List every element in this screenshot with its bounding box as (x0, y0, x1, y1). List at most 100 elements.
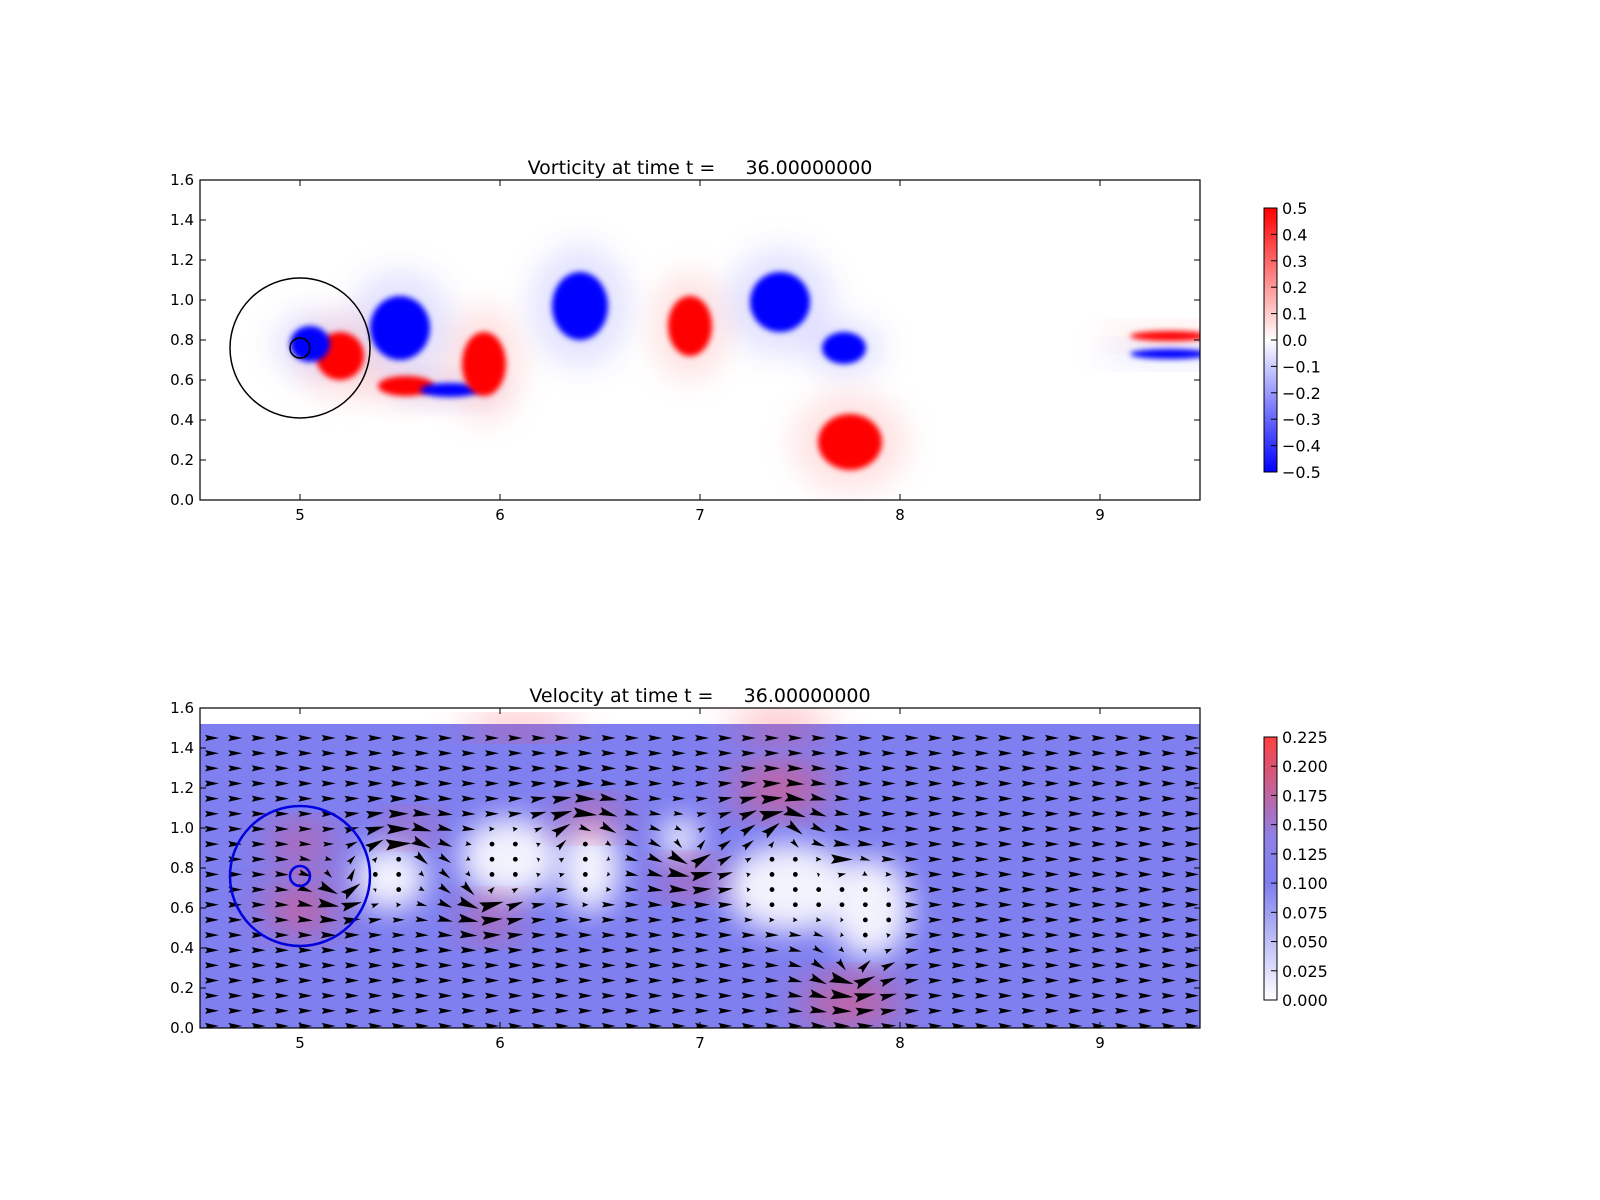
quiver-arrow (344, 780, 360, 787)
quiver-arrow (298, 1022, 313, 1028)
y-tick-label: 1.2 (170, 251, 194, 269)
quiver-arrow (578, 947, 593, 954)
quiver-arrow (438, 868, 451, 879)
y-tick-label: 0.6 (170, 371, 194, 389)
quiver-arrow (531, 947, 546, 954)
quiver-arrow (368, 917, 383, 924)
quiver-arrow (1185, 841, 1199, 848)
quiver-arrow (998, 962, 1013, 969)
quiver-arrow (840, 917, 844, 923)
quiver-arrow (438, 962, 453, 969)
quiver-arrow (625, 916, 639, 923)
quiver-arrow (828, 971, 854, 985)
quiver-arrow (275, 750, 289, 757)
quiver-arrow (904, 1008, 920, 1015)
quiver-arrow (998, 901, 1013, 908)
quiver-arrow (298, 962, 313, 969)
slow-region (560, 824, 620, 912)
quiver-arrow (998, 810, 1013, 817)
quiver-arrow (718, 750, 733, 757)
quiver-arrow (1021, 780, 1036, 787)
quiver-arrow (928, 1023, 943, 1028)
quiver-arrow (1045, 916, 1059, 923)
quiver-arrow (368, 750, 383, 757)
quiver-arrow (415, 734, 429, 742)
quiver-arrow (787, 975, 803, 983)
quiver-arrow (205, 871, 219, 878)
quiver-arrow (718, 977, 733, 984)
quiver-arrow (1091, 901, 1106, 908)
quiver-arrow (205, 810, 219, 817)
x-tick-label: 6 (495, 1034, 505, 1052)
quiver-arrow (815, 917, 822, 923)
quiver-arrow (834, 750, 850, 757)
quiver-arrow (1045, 780, 1059, 787)
quiver-arrow (555, 1022, 569, 1028)
quiver-arrow (905, 901, 919, 908)
quiver-arrow (1091, 1007, 1106, 1014)
quiver-arrow (951, 962, 966, 969)
quiver-arrow (951, 1022, 966, 1028)
quiver-dot (396, 856, 402, 862)
quiver-arrow (275, 810, 289, 817)
quiver-arrow (905, 932, 919, 939)
quiver-arrow (905, 917, 919, 924)
quiver-arrow (1068, 947, 1083, 954)
x-tick-label: 8 (895, 1034, 905, 1052)
quiver-arrow (345, 750, 359, 757)
quiver-arrow (391, 734, 406, 742)
quiver-arrow (1138, 977, 1153, 984)
quiver-arrow (668, 884, 689, 893)
quiver-arrow (1021, 750, 1036, 757)
quiver-arrow (809, 807, 827, 817)
quiver-arrow (531, 750, 546, 757)
quiver-arrow (577, 764, 594, 772)
quiver-arrow (646, 868, 664, 877)
quiver-arrow (1138, 947, 1153, 954)
quiver-arrow (671, 750, 686, 757)
quiver-arrow (600, 779, 617, 787)
quiver-arrow (598, 807, 618, 817)
negative-vortex (750, 272, 810, 332)
quiver-arrow (741, 734, 756, 742)
quiver-arrow (1045, 750, 1059, 757)
quiver-arrow (881, 840, 896, 848)
quiver-arrow (461, 962, 476, 969)
quiver-arrow (531, 962, 546, 969)
quiver-arrow (572, 807, 598, 818)
quiver-arrow (601, 734, 616, 742)
quiver-arrow (415, 947, 429, 954)
quiver-arrow (1021, 916, 1036, 923)
quiver-arrow (998, 1022, 1013, 1028)
quiver-arrow (951, 886, 966, 893)
quiver-arrow (1045, 1022, 1059, 1028)
quiver-dot (512, 856, 518, 862)
quiver-arrow (741, 840, 754, 851)
quiver-arrow (928, 977, 943, 984)
quiver-arrow (275, 840, 289, 847)
quiver-arrow (578, 823, 592, 832)
quiver-arrow (1068, 871, 1083, 878)
quiver-arrow (368, 1007, 383, 1014)
quiver-arrow (648, 962, 663, 969)
quiver-arrow (506, 917, 524, 926)
y-tick-label: 0.2 (170, 979, 194, 997)
quiver-arrow (368, 947, 383, 954)
y-tick-label: 0.2 (170, 451, 194, 469)
quiver-arrow (205, 856, 219, 863)
quiver-arrow (1021, 1007, 1036, 1014)
quiver-arrow (251, 825, 266, 832)
quiver-arrow (904, 963, 919, 970)
vorticity-field (274, 244, 1200, 493)
quiver-arrow (1138, 901, 1153, 908)
quiver-arrow (765, 931, 779, 938)
quiver-arrow (512, 826, 518, 832)
quiver-arrow (951, 810, 966, 817)
quiver-arrow (1185, 825, 1199, 832)
quiver-arrow (345, 1007, 359, 1014)
quiver-arrow (928, 780, 943, 787)
quiver-arrow (928, 932, 943, 939)
quiver-arrow (205, 901, 219, 908)
quiver-arrow (578, 992, 593, 999)
quiver-arrow (716, 855, 733, 867)
